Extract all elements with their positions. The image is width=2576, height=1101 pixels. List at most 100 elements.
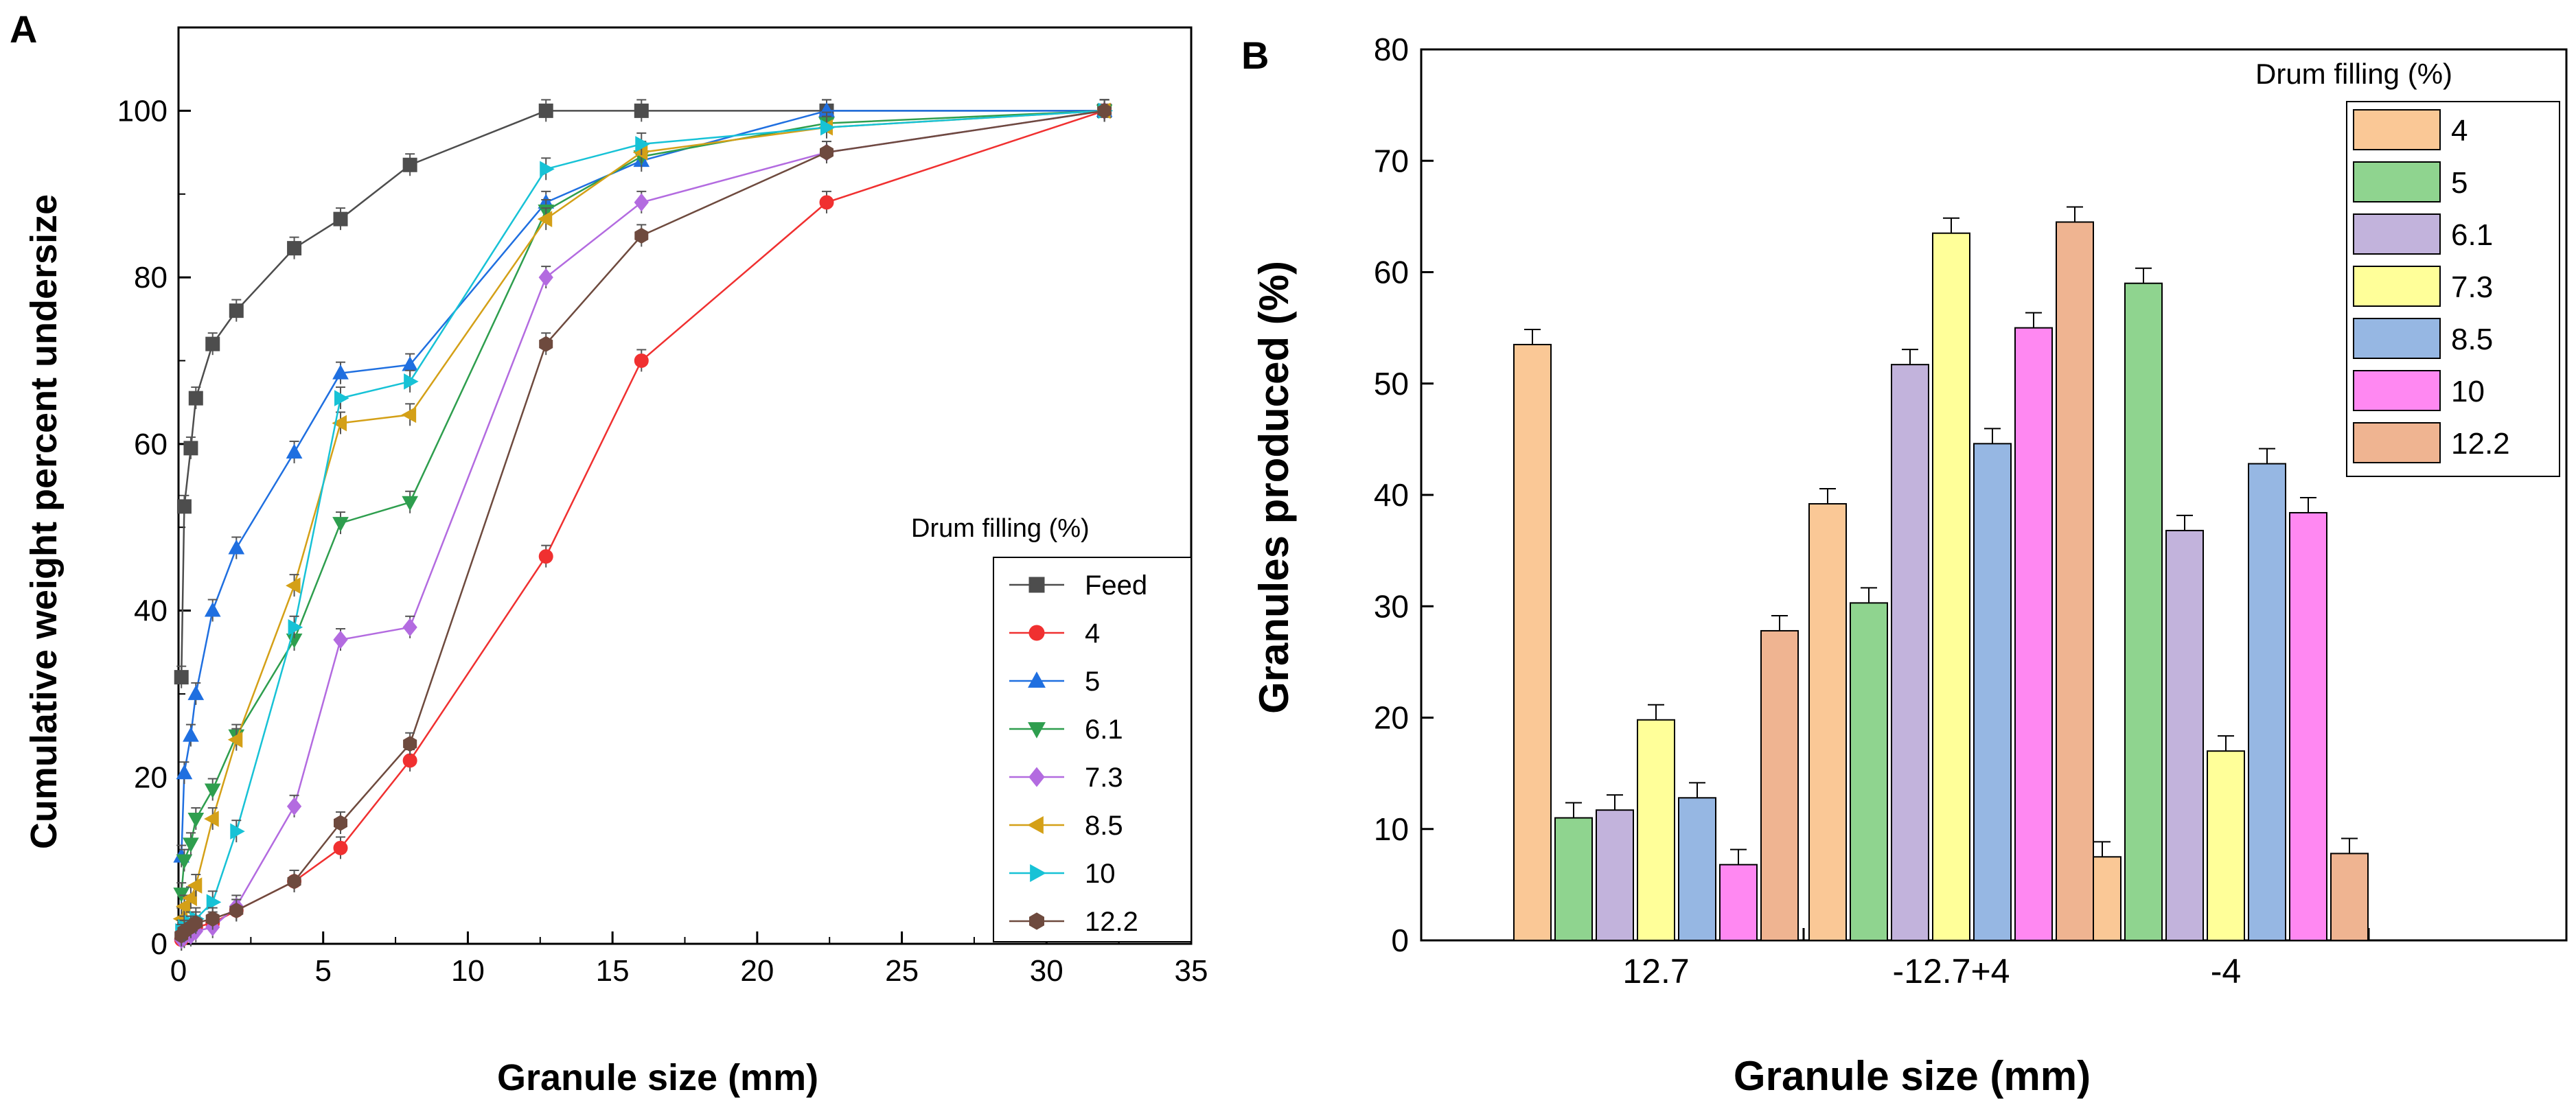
panel-a-label: A <box>10 8 37 51</box>
panel-a-data-point <box>402 618 417 637</box>
panel-a-data-point <box>286 577 301 594</box>
panel-a-x-tick-label: 10 <box>451 954 485 988</box>
panel-a-y-tick-label: 0 <box>151 927 168 961</box>
panel-b-legend-label: 7.3 <box>2451 270 2493 304</box>
panel-b-bar <box>1850 602 1888 941</box>
panel-b-legend-swatch <box>2353 318 2441 359</box>
panel-a-legend-label: 12.2 <box>1085 907 1138 937</box>
panel-a-series-12.2 <box>174 99 1112 947</box>
panel-b-legend: Drum filling (%) 4 5 6.1 7.3 8.5 10 12.2 <box>2255 58 2560 477</box>
panel-a-data-point <box>286 443 303 459</box>
panel-b-x-tick-label: 12.7 <box>1622 952 1689 990</box>
panel-a-data-point <box>332 364 349 380</box>
panel-a-data-point <box>820 144 833 161</box>
panel-a-data-point <box>402 753 417 768</box>
panel-b-bars <box>1513 206 2369 942</box>
panel-b-bar <box>2289 511 2327 941</box>
panel-a-data-point <box>537 211 553 227</box>
panel-b-y-tick-label: 40 <box>1374 477 1409 513</box>
panel-a-data-point <box>332 415 347 432</box>
panel-b-bar <box>2165 529 2204 941</box>
panel-a-data-point <box>403 736 417 752</box>
panel-b-bar <box>2207 750 2245 942</box>
panel-a-data-point <box>401 406 417 424</box>
panel-a-data-point <box>634 227 649 244</box>
panel-a-data-point <box>334 390 349 406</box>
panel-a-data-point <box>634 193 649 212</box>
panel-b-legend-label: 12.2 <box>2451 427 2510 461</box>
panel-a-y-tick-label: 80 <box>134 261 168 294</box>
panel-a-data-point <box>187 877 203 894</box>
panel-a-series-Feed <box>174 99 1112 688</box>
panel-b-legend-label: 6.1 <box>2451 218 2493 252</box>
panel-b-legend-swatch <box>2353 213 2441 255</box>
panel-a-data-point <box>538 549 553 564</box>
panel-b-bar <box>2330 853 2369 941</box>
panel-a-legend-marker <box>1028 671 1046 688</box>
panel-a-data-point <box>334 815 347 831</box>
panel-a-data-point <box>204 602 221 617</box>
panel-a-data-point <box>538 103 553 118</box>
panel-b-legend-label: 10 <box>2451 375 2485 408</box>
panel-a-data-point <box>187 685 205 700</box>
panel-a-data-point <box>1097 102 1112 119</box>
panel-a-legend-label: 5 <box>1085 667 1100 697</box>
panel-b-legend-swatch <box>2353 161 2441 202</box>
panel-a-legend-label: 6.1 <box>1085 715 1123 745</box>
panel-a-x-tick-label: 15 <box>596 954 630 988</box>
panel-a-y-tick-label: 40 <box>134 594 168 628</box>
panel-b-y-tick-label: 50 <box>1374 366 1409 402</box>
panel-a-data-point <box>404 373 419 390</box>
panel-a-data-point <box>333 840 348 855</box>
panel-a-data-point <box>288 618 303 636</box>
panel-a-data-point <box>402 157 417 172</box>
panel-b-bar <box>1932 232 1970 941</box>
panel-a-data-point <box>230 823 245 840</box>
panel-b-legend-label: 5 <box>2451 166 2468 200</box>
panel-b-series-10 <box>1719 312 2327 942</box>
panel-b-bar <box>1891 364 1929 941</box>
panel-a-data-point <box>333 211 348 227</box>
panel-b-legend-title: Drum filling (%) <box>2255 58 2452 90</box>
panel-a-y-tick-label: 60 <box>134 428 168 461</box>
panel-a-data-point <box>189 915 203 931</box>
panel-a-data-point <box>402 496 418 511</box>
panel-b-y-tick-label: 80 <box>1374 32 1409 67</box>
panel-b-y-tick-label: 30 <box>1374 588 1409 624</box>
panel-a-legend-marker <box>1028 722 1046 739</box>
panel-a-legend-marker <box>1028 577 1045 593</box>
panel-b-series-8.5 <box>1678 428 2286 941</box>
panel-b-series-5 <box>1554 267 2163 942</box>
panel-a-data-point <box>635 136 650 152</box>
panel-b-bar <box>1637 719 1675 941</box>
panel-b-y-tick-label: 10 <box>1374 811 1409 847</box>
panel-b-x-axis-label: Granule size (mm) <box>1734 1053 2091 1099</box>
panel-a-series-6.1 <box>173 99 1113 905</box>
panel-a-legend-title: Drum filling (%) <box>911 514 1090 543</box>
panel-a-data-point <box>204 811 219 827</box>
panel-b-series-7.3 <box>1637 217 2245 942</box>
panel-a-data-point <box>174 670 189 685</box>
panel-b-x-tick-label: -12.7+4 <box>1893 952 2010 990</box>
panel-a-legend-marker <box>1028 625 1045 641</box>
panel-a-legend-label: 4 <box>1085 618 1100 649</box>
panel-b-legend-swatch <box>2353 370 2441 411</box>
panel-b-y-tick-label: 60 <box>1374 255 1409 290</box>
panel-a-data-point <box>227 731 243 748</box>
panel-b-bar <box>2014 327 2053 941</box>
panel-a-data-point <box>229 303 244 318</box>
panel-b-bar <box>2056 221 2094 941</box>
panel-a-data-point <box>819 195 834 210</box>
panel-a-data-point <box>538 268 553 287</box>
panel-a-x-tick-label: 35 <box>1175 954 1208 988</box>
panel-b-series-4 <box>1513 328 2121 941</box>
panel-a-data-point <box>204 783 221 799</box>
panel-a-data-point <box>183 441 198 456</box>
panel-b-label: B <box>1241 34 1269 77</box>
panel-b-bar <box>1760 629 1799 941</box>
panel-a-legend-label: 7.3 <box>1085 763 1123 793</box>
panel-b-bar <box>1596 809 1634 941</box>
panel-a-legend-label: 8.5 <box>1085 811 1123 841</box>
panel-b-bar <box>1973 443 2012 941</box>
